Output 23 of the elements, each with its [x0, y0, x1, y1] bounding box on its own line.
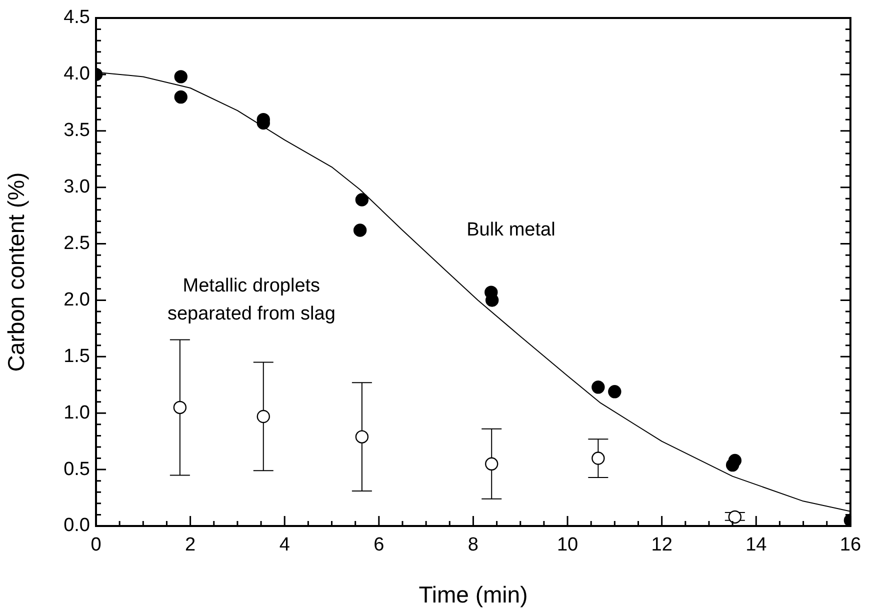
y-axis-title: Carbon content (%): [3, 172, 30, 372]
x-axis-title: Time (min): [418, 582, 528, 608]
x-tick-label: 0: [90, 534, 102, 556]
y-tick-label: 3.5: [64, 120, 90, 142]
y-tick-label: 2.0: [64, 289, 90, 310]
y-tick-label: 1.0: [64, 402, 90, 424]
annotation: Bulk metal: [466, 220, 556, 241]
x-tick-label: 4: [279, 534, 290, 556]
y-tick-label: 0.5: [64, 458, 90, 480]
x-tick-label: 8: [468, 534, 479, 556]
x-tick-label: 16: [840, 534, 862, 556]
y-tick-label: 4.0: [64, 64, 90, 85]
x-tick-label: 6: [374, 534, 384, 556]
y-tick-label: 4.5: [64, 7, 90, 28]
annotation: Metallic droplets separated from slag: [167, 276, 336, 325]
x-tick-label: 2: [185, 534, 196, 556]
x-tick-label: 10: [556, 534, 578, 556]
y-tick-label: 3.0: [64, 176, 90, 198]
x-tick-label: 12: [651, 534, 672, 556]
x-tick-label: 14: [746, 534, 768, 556]
y-tick-label: 0.0: [64, 515, 90, 536]
y-tick-label: 1.5: [64, 346, 90, 367]
y-tick-label: 2.5: [64, 233, 90, 254]
